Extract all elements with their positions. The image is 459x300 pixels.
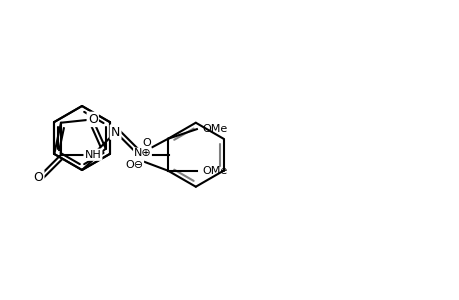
- Text: N: N: [111, 126, 120, 139]
- Text: O: O: [88, 113, 97, 126]
- Text: N⊕: N⊕: [133, 148, 151, 158]
- Text: OMe: OMe: [202, 166, 227, 176]
- Text: OMe: OMe: [202, 124, 227, 134]
- Text: NH: NH: [84, 150, 101, 160]
- Text: O: O: [34, 171, 43, 184]
- Text: O: O: [142, 138, 151, 148]
- Text: O⊖: O⊖: [125, 160, 143, 170]
